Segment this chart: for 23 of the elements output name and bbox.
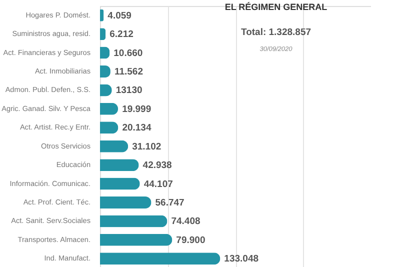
bar xyxy=(100,215,168,228)
annotation: Total: 1.328.857 xyxy=(240,27,312,38)
data-label: 6.212 xyxy=(110,29,134,40)
data-label: 74.408 xyxy=(171,216,200,228)
bar xyxy=(100,196,152,208)
data-label: 13130 xyxy=(116,85,142,96)
data-label: 10.660 xyxy=(114,48,143,59)
data-label: 4.059 xyxy=(108,10,132,22)
data-label: 56.747 xyxy=(155,198,184,208)
data-label: 20.134 xyxy=(122,122,152,134)
bar xyxy=(100,178,140,190)
data-label: 19.999 xyxy=(122,104,152,115)
data-label: 42.938 xyxy=(142,160,172,172)
chart-title: EL RÉGIMEN GENERAL xyxy=(224,2,328,12)
data-label: 44.107 xyxy=(144,178,173,190)
data-label: 79.900 xyxy=(176,234,206,246)
data-label: 11.562 xyxy=(114,66,143,78)
data-label: 133.048 xyxy=(224,254,259,265)
bar xyxy=(100,252,220,265)
bar xyxy=(100,234,172,246)
bar xyxy=(100,159,139,172)
bar xyxy=(100,140,128,152)
data-label: 31.102 xyxy=(132,141,162,152)
